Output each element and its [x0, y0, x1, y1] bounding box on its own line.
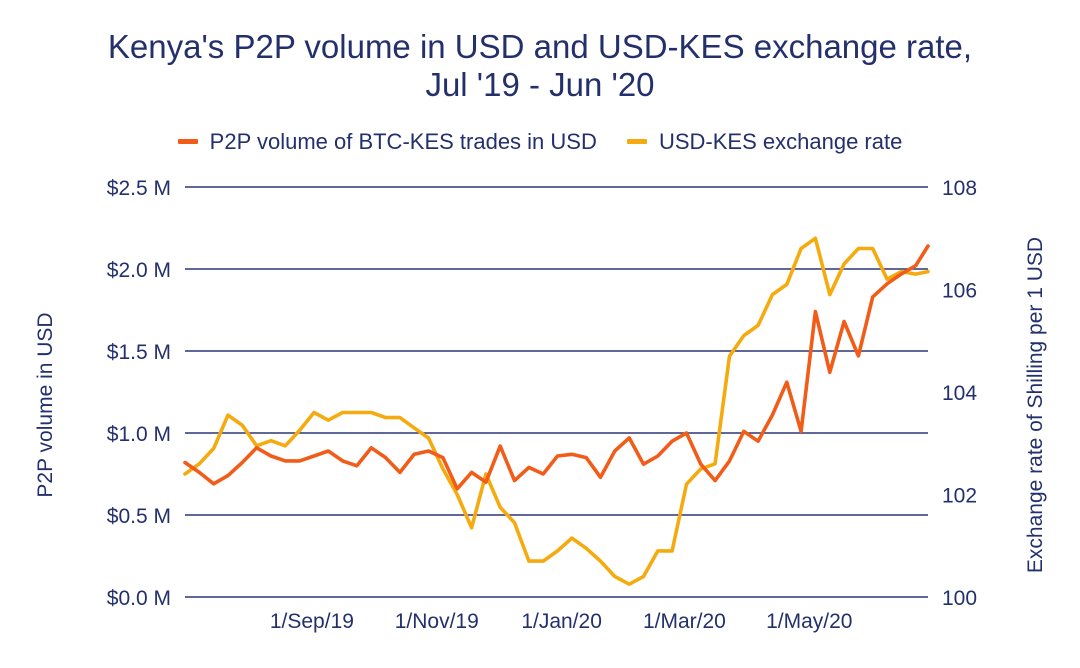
legend-item-exchange-rate: USD-KES exchange rate	[626, 128, 903, 155]
x-tick-label: 1/Jan/20	[521, 610, 602, 633]
legend-label-exchange-rate: USD-KES exchange rate	[658, 128, 903, 154]
right-tick-label: 104	[942, 382, 977, 405]
right-tick-label: 108	[942, 177, 977, 200]
left-axis-ticks: $0.0 M $0.5 M $1.0 M $1.5 M $2.0 M $2.5 M	[107, 177, 171, 610]
left-tick-label: $2.5 M	[107, 177, 171, 200]
y-axis-left-label: P2P volume in USD	[34, 312, 57, 497]
right-tick-label: 102	[942, 485, 977, 508]
x-tick-label: 1/Nov/19	[395, 610, 479, 633]
legend-swatch-p2p-volume	[177, 139, 198, 144]
left-tick-label: $0.5 M	[107, 505, 171, 528]
x-axis-ticks: 1/Sep/19 1/Nov/19 1/Jan/20 1/Mar/20 1/May/20	[270, 610, 853, 633]
x-tick-label: 1/Mar/20	[643, 610, 726, 633]
series-lines	[183, 236, 930, 587]
chart-title-line-1: Kenya's P2P volume in USD and USD-KES ex…	[107, 28, 973, 65]
series-line-p2p-volume	[183, 244, 930, 491]
left-tick-label: $0.0 M	[107, 587, 171, 610]
left-tick-label: $2.0 M	[107, 259, 171, 282]
series-line-exchange-rate	[183, 236, 930, 587]
chart-title-line-2: Jul '19 - Jun '20	[425, 66, 655, 103]
legend: P2P volume of BTC-KES trades in USD USD-…	[0, 124, 1080, 155]
x-tick-label: 1/Sep/19	[270, 610, 354, 633]
legend-swatch-exchange-rate	[626, 139, 647, 144]
right-tick-label: 100	[942, 587, 977, 610]
legend-item-p2p-volume: P2P volume of BTC-KES trades in USD	[177, 128, 597, 155]
right-axis-ticks: 100 102 104 106 108	[942, 177, 977, 610]
right-tick-label: 106	[942, 280, 977, 303]
left-tick-label: $1.0 M	[107, 423, 171, 446]
gridlines	[185, 186, 928, 598]
left-tick-label: $1.5 M	[107, 341, 171, 364]
legend-label-p2p-volume: P2P volume of BTC-KES trades in USD	[209, 128, 597, 154]
chart-title: Kenya's P2P volume in USD and USD-KES ex…	[0, 28, 1080, 104]
y-axis-right-label: Exchange rate of Shilling per 1 USD	[1024, 237, 1047, 573]
x-tick-label: 1/May/20	[766, 610, 852, 633]
